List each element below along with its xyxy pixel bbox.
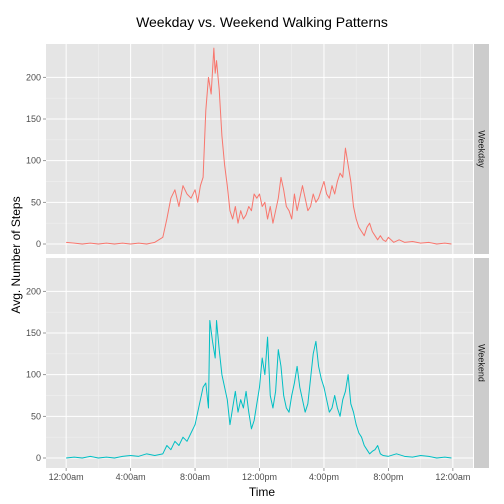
x-tick-label: 12:00am — [49, 472, 84, 482]
y-tick-label: 50 — [31, 411, 41, 421]
series-line-weekday — [66, 47, 452, 245]
facet-strip-label: Weekend — [477, 344, 487, 382]
y-tick-label: 200 — [26, 286, 41, 296]
facet-strip — [474, 44, 489, 254]
y-tick-label: 150 — [26, 114, 41, 124]
x-tick-label: 8:00pm — [373, 472, 403, 482]
y-tick-label: 50 — [31, 197, 41, 207]
y-axis-title: Avg. Number of Steps — [9, 196, 23, 313]
facet-strip — [474, 258, 489, 468]
x-tick-label: 4:00am — [116, 472, 146, 482]
x-tick-label: 8:00am — [180, 472, 210, 482]
y-tick-label: 0 — [36, 239, 41, 249]
y-tick-label: 100 — [26, 370, 41, 380]
panels-layer: 0 50 100 150 200 Weekday 0 50 100 150 200 Weekend — [26, 44, 489, 468]
chart-title: Weekday vs. Weekend Walking Patterns — [136, 14, 388, 30]
x-axis-title: Time — [249, 485, 276, 499]
y-tick-label: 100 — [26, 156, 41, 166]
x-tick-label: 12:00pm — [242, 472, 277, 482]
panel-weekend: 0 50 100 150 200 Weekend — [26, 258, 489, 468]
y-tick-label: 200 — [26, 72, 41, 82]
y-tick-label: 0 — [36, 453, 41, 463]
x-tick-label: 12:00am — [435, 472, 470, 482]
x-axis: 12:00am 4:00am 8:00am 12:00pm 4:00pm 8:00pm 12… — [49, 468, 470, 482]
panel-weekday: 0 50 100 150 200 Weekday — [26, 44, 489, 254]
y-tick-label: 150 — [26, 328, 41, 338]
x-tick-label: 4:00pm — [309, 472, 339, 482]
facet-strip-label: Weekday — [477, 130, 487, 168]
series-line-weekend — [66, 320, 452, 459]
